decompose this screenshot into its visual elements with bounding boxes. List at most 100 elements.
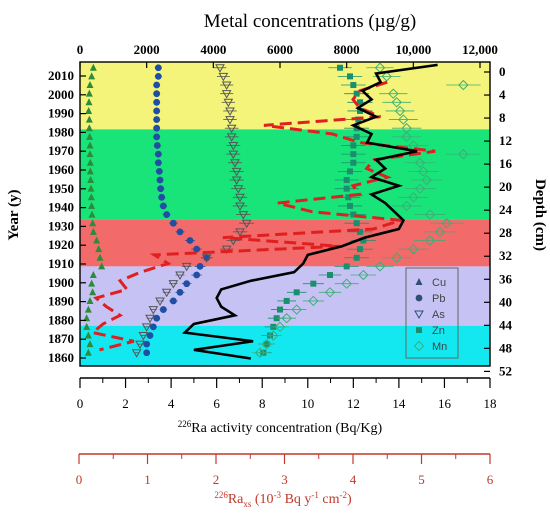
pb-point [153, 124, 161, 132]
as-point [218, 72, 229, 82]
zn-point [350, 159, 357, 166]
as-point [201, 254, 212, 263]
cu-point [89, 271, 97, 279]
mn-point [398, 114, 409, 125]
mn-point [394, 105, 406, 117]
pb-point [193, 271, 201, 279]
as-point [135, 340, 145, 350]
pb-point [156, 176, 164, 184]
red-axis-tick-label: 1 [144, 472, 151, 487]
pb-point [153, 107, 161, 115]
zn-point [350, 211, 357, 218]
as-point [414, 310, 424, 320]
zn-point [353, 220, 360, 227]
plot-frame [79, 61, 491, 367]
cu-point [85, 124, 93, 132]
cu-point [88, 72, 96, 80]
x-axis-bottom-title-main: Ra activity concentration (Bq/Kg) [191, 421, 382, 436]
pb-point [158, 193, 166, 201]
left-y-tick-label: 1980 [48, 124, 74, 139]
as-point [221, 81, 232, 91]
cu-point [84, 305, 92, 313]
mn-point [434, 226, 446, 238]
as-point [138, 331, 149, 341]
zn-point [343, 263, 350, 270]
as-point [225, 116, 235, 125]
pb-point [153, 98, 161, 106]
mn-point [391, 252, 402, 263]
zn-point [350, 82, 357, 89]
pb-point [196, 262, 204, 270]
ra-axis-tick-label: 6 [213, 396, 220, 411]
zn-point [293, 289, 300, 296]
ra-axis-tick-label: 0 [77, 396, 84, 411]
mn-point [391, 97, 402, 108]
right-y-tick-label: 48 [499, 340, 513, 355]
right-y-tick-label: 28 [499, 225, 513, 240]
mn-point [268, 330, 279, 341]
as-point [228, 150, 239, 160]
left-y-tick-label: 1910 [48, 256, 74, 271]
as-point [145, 314, 155, 324]
cu-point [85, 98, 93, 106]
as-point [223, 98, 234, 108]
zn-point [310, 280, 317, 287]
pb-point [153, 142, 161, 149]
mn-point [408, 192, 419, 203]
mn-point [341, 278, 352, 289]
left-y-tick-label: 1890 [48, 294, 74, 309]
raxs-dashed-line [89, 80, 436, 352]
red-axis-tick-label: 6 [487, 472, 494, 487]
mn-point [324, 287, 336, 298]
pb-point [153, 133, 161, 141]
cu-point [95, 245, 103, 253]
as-point [221, 90, 232, 99]
pb-point [146, 332, 154, 339]
as-point [141, 323, 152, 332]
pb-point [176, 228, 184, 236]
zn-point [327, 272, 333, 279]
series-pb [143, 64, 213, 357]
right-y-tick-label: 4 [499, 87, 506, 102]
red-axis-tick-label: 2 [213, 472, 220, 487]
zn-point [353, 254, 360, 261]
cu-point [86, 150, 94, 158]
pb-point [157, 185, 165, 193]
left-y-tick-label: 2000 [48, 87, 74, 102]
as-point [231, 176, 242, 186]
right-y-tick-label: 12 [499, 133, 512, 148]
legend-item-as: As [414, 309, 445, 321]
top-x-tick-label: 10,000 [395, 42, 431, 57]
mn-point [274, 321, 286, 333]
zn-point [343, 177, 350, 184]
as-point [231, 167, 242, 177]
cu-point [87, 176, 95, 184]
zn-point [277, 306, 283, 313]
as-point [226, 124, 237, 134]
mn-point [401, 131, 412, 143]
cu-point [88, 279, 96, 287]
pb-point [193, 245, 201, 253]
legend-item-mn: Mn [413, 340, 447, 353]
zn-point [360, 237, 367, 244]
pb-point [186, 237, 194, 244]
left-y-tick-label: 1960 [48, 162, 74, 177]
legend-item-cu: Cu [415, 277, 446, 289]
top-x-tick-label: 4000 [200, 42, 226, 57]
as-point [233, 185, 244, 194]
cu-point [85, 89, 93, 97]
y-axis-left-title: Year (y) [6, 190, 22, 241]
zn-point [350, 151, 357, 158]
mn-point [291, 304, 302, 315]
top-x-tick-label: 8000 [334, 42, 360, 57]
legend-item-pb: Pb [415, 293, 445, 305]
mn-point [308, 295, 319, 307]
pb-point [159, 202, 167, 210]
legend-box [405, 267, 459, 359]
pb-point [155, 167, 163, 175]
pb-point [153, 116, 161, 123]
cu-point [415, 278, 423, 285]
zn-point [416, 327, 422, 333]
